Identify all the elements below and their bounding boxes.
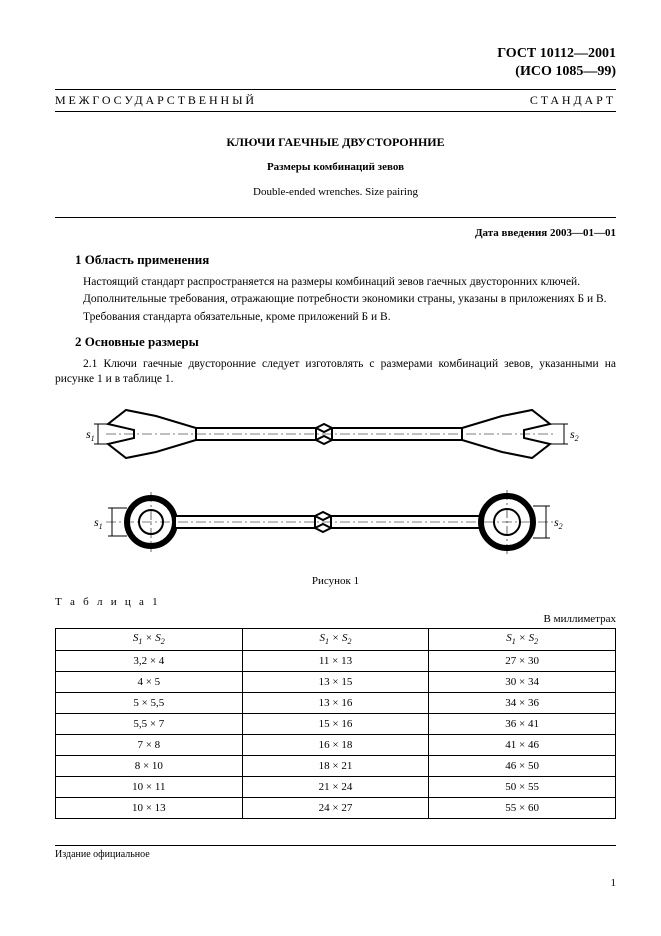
table-cell: 41 × 46	[429, 735, 616, 756]
table-unit: В миллиметрах	[55, 612, 616, 627]
table-cell: 16 × 18	[242, 735, 429, 756]
table-cell: 55 × 60	[429, 798, 616, 819]
table-body: 3,2 × 411 × 1327 × 304 × 513 × 1530 × 34…	[56, 651, 616, 819]
table-cell: 30 × 34	[429, 672, 616, 693]
table-cell: 13 × 15	[242, 672, 429, 693]
title-subtitle: Размеры комбинаций зевов	[55, 160, 616, 175]
title-main: КЛЮЧИ ГАЕЧНЫЕ ДВУСТОРОННИЕ	[55, 134, 616, 150]
figure-caption: Рисунок 1	[55, 574, 616, 589]
col-header-3: S1 × S2	[429, 629, 616, 651]
table-row: 5 × 5,513 × 1634 × 36	[56, 693, 616, 714]
table-cell: 10 × 13	[56, 798, 243, 819]
table-header-row: S1 × S2 S1 × S2 S1 × S2	[56, 629, 616, 651]
table-cell: 3,2 × 4	[56, 651, 243, 672]
wrench-ring-svg: s1 s2	[86, 486, 586, 558]
intro-date: Дата введения 2003—01—01	[55, 226, 616, 241]
spaced-left: МЕЖГОСУДАРСТВЕННЫЙ	[55, 92, 257, 108]
table-cell: 50 × 55	[429, 777, 616, 798]
table-cell: 5,5 × 7	[56, 714, 243, 735]
table-cell: 24 × 27	[242, 798, 429, 819]
section1-p1: Настоящий стандарт распространяется на р…	[55, 275, 616, 291]
std-line1: ГОСТ 10112—2001	[497, 46, 616, 61]
footer-rule	[55, 845, 616, 846]
table-cell: 46 × 50	[429, 756, 616, 777]
dim-s1-ring: s1	[94, 515, 103, 531]
table-cell: 13 × 16	[242, 693, 429, 714]
table-cell: 18 × 21	[242, 756, 429, 777]
table-cell: 5 × 5,5	[56, 693, 243, 714]
table-label: Т а б л и ц а 1	[55, 595, 616, 610]
divider	[55, 217, 616, 218]
table-row: 5,5 × 715 × 1636 × 41	[56, 714, 616, 735]
table-row: 3,2 × 411 × 1327 × 30	[56, 651, 616, 672]
table-cell: 15 × 16	[242, 714, 429, 735]
title-block: КЛЮЧИ ГАЕЧНЫЕ ДВУСТОРОННИЕ Размеры комби…	[55, 134, 616, 200]
page-number: 1	[55, 876, 616, 891]
table-cell: 4 × 5	[56, 672, 243, 693]
title-english: Double-ended wrenches. Size pairing	[55, 185, 616, 200]
section1-heading: 1 Область применения	[55, 251, 616, 269]
table-row: 7 × 816 × 1841 × 46	[56, 735, 616, 756]
standard-code: ГОСТ 10112—2001 (ИСО 1085—99)	[55, 45, 616, 81]
table-cell: 36 × 41	[429, 714, 616, 735]
table-cell: 11 × 13	[242, 651, 429, 672]
col-header-1: S1 × S2	[56, 629, 243, 651]
table-cell: 8 × 10	[56, 756, 243, 777]
table-row: 10 × 1121 × 2450 × 55	[56, 777, 616, 798]
spaced-right: СТАНДАРТ	[530, 92, 616, 108]
table-cell: 27 × 30	[429, 651, 616, 672]
section2-p1: 2.1 Ключи гаечные двусторонние следует и…	[55, 357, 616, 388]
table-cell: 7 × 8	[56, 735, 243, 756]
table-cell: 34 × 36	[429, 693, 616, 714]
std-line2: (ИСО 1085—99)	[515, 64, 616, 79]
table-row: 4 × 513 × 1530 × 34	[56, 672, 616, 693]
dim-s1: s1	[86, 427, 95, 443]
section1-p2: Дополнительные требования, отражающие по…	[55, 292, 616, 308]
table-row: 8 × 1018 × 2146 × 50	[56, 756, 616, 777]
table-cell: 10 × 11	[56, 777, 243, 798]
figure-1: s1 s2	[55, 398, 616, 589]
official-edition: Издание официальное	[55, 848, 616, 862]
dim-s2: s2	[570, 427, 579, 443]
table-row: 10 × 1324 × 2755 × 60	[56, 798, 616, 819]
section2-heading: 2 Основные размеры	[55, 333, 616, 351]
col-header-2: S1 × S2	[242, 629, 429, 651]
table-cell: 21 × 24	[242, 777, 429, 798]
wrench-open-svg: s1 s2	[86, 398, 586, 470]
dim-s2-ring: s2	[554, 515, 563, 531]
section1-p3: Требования стандарта обязательные, кроме…	[55, 310, 616, 326]
interstate-standard-line: МЕЖГОСУДАРСТВЕННЫЙ СТАНДАРТ	[55, 89, 616, 111]
size-table: S1 × S2 S1 × S2 S1 × S2 3,2 × 411 × 1327…	[55, 628, 616, 819]
